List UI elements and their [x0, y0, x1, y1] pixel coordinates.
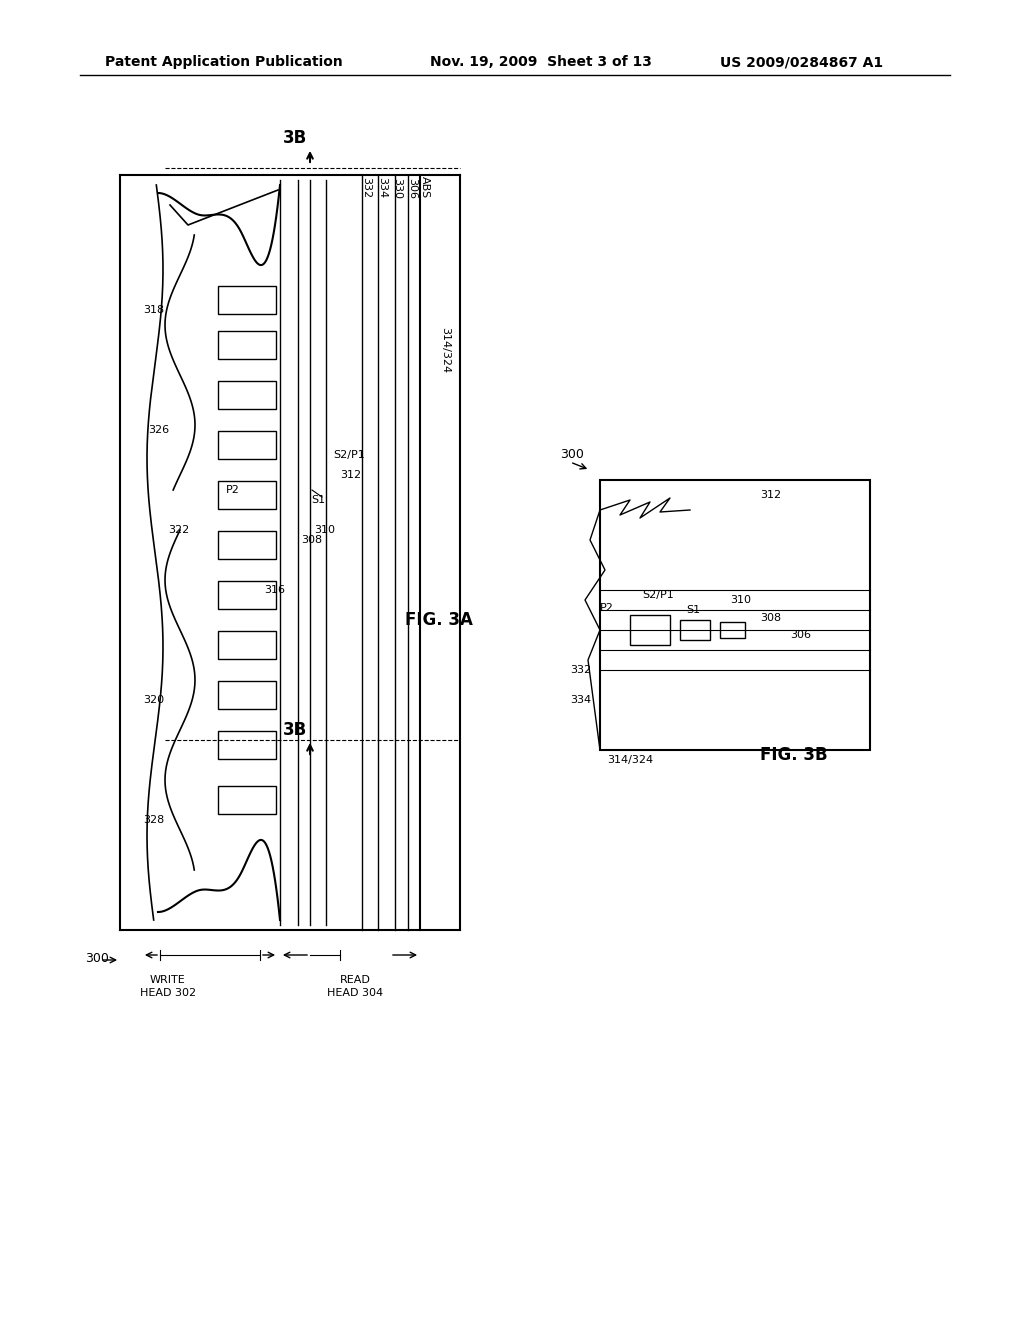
Bar — [218, 731, 276, 759]
Text: 308: 308 — [760, 612, 781, 623]
Text: 326: 326 — [148, 425, 169, 436]
Text: WRITE: WRITE — [151, 975, 186, 985]
Text: P2: P2 — [226, 484, 240, 495]
Text: FIG. 3A: FIG. 3A — [406, 611, 473, 630]
Bar — [218, 381, 276, 409]
Text: 334: 334 — [570, 696, 591, 705]
Bar — [680, 620, 710, 640]
Bar — [218, 286, 276, 314]
Text: 320: 320 — [143, 696, 164, 705]
Text: US 2009/0284867 A1: US 2009/0284867 A1 — [720, 55, 883, 69]
Bar — [218, 581, 276, 609]
Text: S2/P1: S2/P1 — [333, 450, 365, 459]
Text: ABS: ABS — [420, 176, 430, 198]
Text: 322: 322 — [168, 525, 189, 535]
Bar — [218, 631, 276, 659]
Text: P2: P2 — [600, 603, 614, 612]
Text: 316: 316 — [264, 585, 285, 595]
Text: 314/324: 314/324 — [440, 327, 450, 374]
Bar — [218, 785, 276, 814]
Text: 3B: 3B — [283, 129, 307, 147]
Text: S2/P1: S2/P1 — [642, 590, 674, 601]
Text: 308: 308 — [301, 535, 323, 545]
Text: 3B: 3B — [283, 721, 307, 739]
Bar — [218, 331, 276, 359]
Bar — [720, 622, 745, 638]
Text: 312: 312 — [760, 490, 781, 500]
Text: HEAD 304: HEAD 304 — [327, 987, 383, 998]
Text: S1: S1 — [311, 495, 325, 506]
Text: 332: 332 — [570, 665, 591, 675]
Text: Nov. 19, 2009  Sheet 3 of 13: Nov. 19, 2009 Sheet 3 of 13 — [430, 55, 652, 69]
Text: 328: 328 — [143, 814, 164, 825]
Text: S1: S1 — [686, 605, 700, 615]
Text: 318: 318 — [143, 305, 164, 315]
Text: 314/324: 314/324 — [607, 755, 653, 766]
Bar — [600, 480, 870, 750]
Bar — [218, 480, 276, 510]
Bar — [218, 432, 276, 459]
Bar — [630, 615, 670, 645]
Text: FIG. 3B: FIG. 3B — [760, 746, 827, 764]
Text: 310: 310 — [730, 595, 751, 605]
Text: 332: 332 — [361, 177, 371, 198]
Text: Patent Application Publication: Patent Application Publication — [105, 55, 343, 69]
Bar — [218, 531, 276, 558]
Text: 334: 334 — [377, 177, 387, 198]
Bar — [218, 681, 276, 709]
Text: 306: 306 — [407, 177, 417, 198]
Text: HEAD 302: HEAD 302 — [140, 987, 196, 998]
Text: 300: 300 — [85, 952, 109, 965]
Text: 310: 310 — [314, 525, 335, 535]
Text: 306: 306 — [790, 630, 811, 640]
Text: 300: 300 — [560, 449, 584, 462]
Text: 330: 330 — [392, 177, 402, 198]
Text: 312: 312 — [340, 470, 361, 480]
Text: READ: READ — [340, 975, 371, 985]
